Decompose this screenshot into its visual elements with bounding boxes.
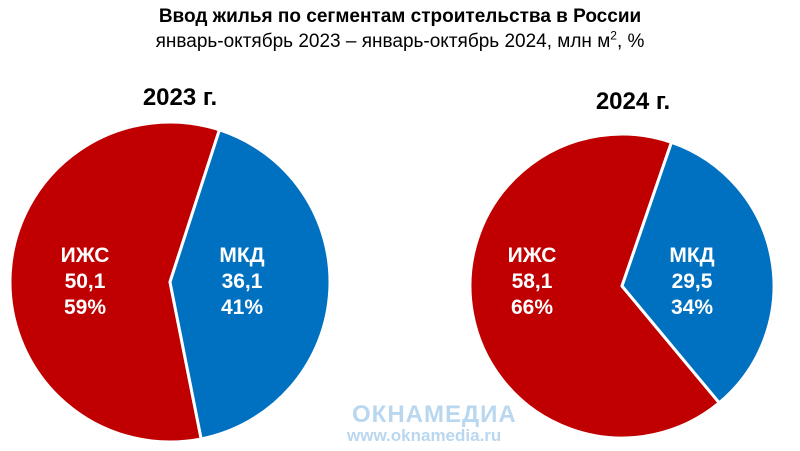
pie-2024-slice-mkd — [620, 140, 776, 405]
pie-2024-title: 2024 г. — [595, 88, 671, 115]
pie-2023-title: 2023 г. — [142, 84, 218, 111]
pie-2023-mkd-percent: 41% — [221, 296, 263, 319]
pie-2024-mkd-value: 29,5 — [672, 270, 713, 293]
subtitle-text: январь-октябрь 2023 – январь-октябрь 202… — [155, 31, 611, 52]
subtitle-superscript: 2 — [610, 28, 617, 43]
pie-2023-izhs-label: ИЖС — [61, 244, 110, 267]
pie-2024-izhs-label: ИЖС — [508, 244, 557, 267]
pie-2024-slice-izhs — [468, 132, 721, 440]
pie-2024-mkd-label: МКД — [669, 244, 714, 267]
chart-subtitle: январь-октябрь 2023 – январь-октябрь 202… — [0, 28, 800, 53]
subtitle-tail: , % — [616, 31, 645, 52]
pie-2024-mkd-percent: 34% — [671, 296, 713, 319]
pie-2024-izhs-percent: 66% — [511, 296, 553, 319]
pie-2024-izhs-value: 58,1 — [512, 270, 553, 293]
pie-2023-izhs-value: 50,1 — [65, 270, 106, 293]
watermark-logo: ОКНАМЕДИА — [352, 401, 517, 428]
pie-2023-slice-izhs — [8, 120, 221, 444]
pie-2023-izhs-percent: 59% — [64, 296, 106, 319]
watermark-url: www.oknamedia.ru — [347, 426, 502, 445]
pie-2023-slice-mkd — [168, 128, 332, 441]
pie-2023-mkd-value: 36,1 — [222, 270, 263, 293]
pie-2023-mkd-label: МКД — [219, 244, 264, 267]
chart-title: Ввод жилья по сегментам строительства в … — [158, 6, 642, 27]
